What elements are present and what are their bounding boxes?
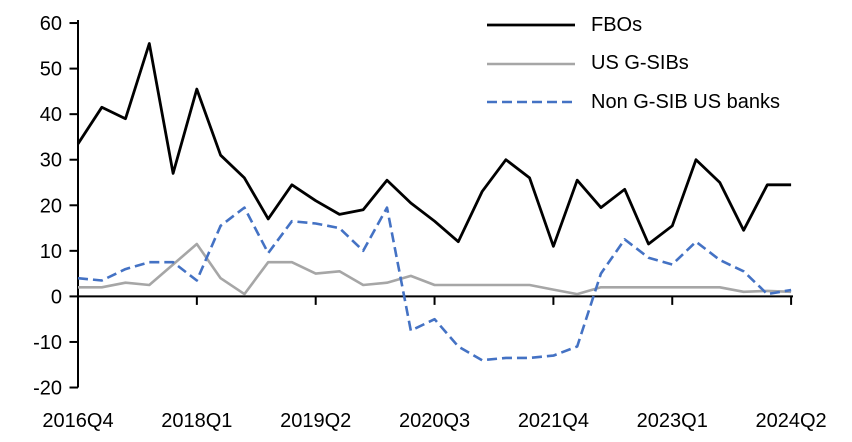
y-tick-label: 0 [51, 286, 62, 308]
x-tick-label: 2021Q4 [518, 410, 589, 432]
legend-item-us-gsibs: US G-SIBs [487, 45, 780, 84]
x-tick-label: 2018Q1 [161, 410, 232, 432]
x-tick-label: 2023Q1 [637, 410, 708, 432]
y-tick-label: 60 [40, 13, 62, 35]
y-tick-label: 10 [40, 241, 62, 263]
series-line-non-g-sib-us-banks [77, 206, 792, 362]
x-tick-label: 2016Q4 [42, 410, 113, 432]
legend-label-fbos: FBOs [591, 13, 643, 36]
y-tick-label: 30 [40, 150, 62, 172]
series-line-us-g-sibs [78, 242, 792, 296]
x-tick-label: 2019Q2 [280, 410, 351, 432]
legend-label-us-gsibs: US G-SIBs [591, 52, 689, 75]
legend: FBOs US G-SIBs Non G-SIB US banks [487, 6, 780, 122]
legend-item-fbos: FBOs [487, 6, 780, 45]
series-line-fbos [76, 42, 792, 248]
fbos-line-sample-icon [487, 23, 575, 27]
y-tick-label: 40 [40, 104, 62, 126]
y-tick-label: -20 [33, 378, 62, 400]
legend-label-non-gsib: Non G-SIB US banks [591, 90, 780, 113]
x-tick-label: 2020Q3 [399, 410, 470, 432]
y-tick-label: -10 [33, 332, 62, 354]
us-gsibs-line-sample-icon [487, 62, 575, 66]
x-tick-label: 2024Q2 [756, 410, 827, 432]
y-tick-label: 20 [40, 195, 62, 217]
y-tick-label: 50 [40, 59, 62, 81]
legend-item-non-gsib: Non G-SIB US banks [487, 83, 780, 122]
non-gsib-line-sample-icon [487, 100, 575, 104]
